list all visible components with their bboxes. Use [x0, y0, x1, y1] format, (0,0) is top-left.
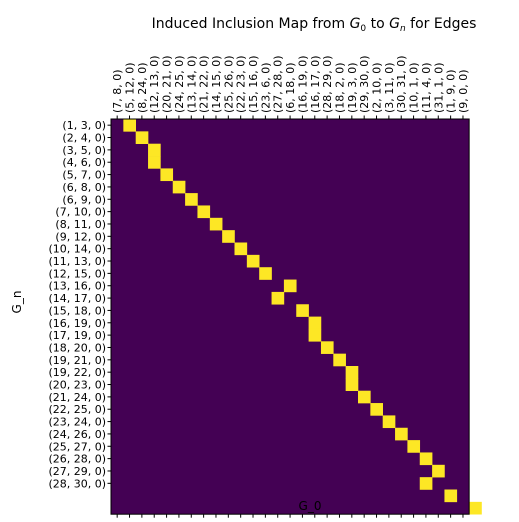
x-tick-label: (10, 1, 0)	[408, 62, 421, 113]
y-tick-label: (13, 16, 0)	[48, 280, 106, 293]
heatmap-cell	[382, 415, 396, 429]
x-tick-label: (20, 21, 0)	[161, 55, 174, 113]
heatmap-cell	[185, 193, 198, 206]
heatmap-cell	[234, 242, 248, 256]
y-tick-label: (6, 8, 0)	[62, 181, 106, 194]
y-tick-label: (17, 19, 0)	[48, 329, 106, 342]
heatmap-cell	[148, 156, 161, 169]
heatmap-cell	[308, 316, 322, 330]
y-tick-label: (1, 3, 0)	[62, 119, 106, 132]
heatmap-cell	[135, 131, 149, 144]
x-tick-label: (12, 13, 0)	[148, 55, 161, 113]
heatmap-cell	[222, 230, 235, 243]
y-tick-label: (2, 4, 0)	[62, 132, 106, 145]
y-tick-label: (15, 18, 0)	[48, 304, 106, 317]
y-tick-label: (18, 20, 0)	[48, 341, 106, 354]
heatmap-cell	[419, 452, 433, 466]
heatmap-cell	[283, 279, 297, 293]
heatmap-cell	[333, 353, 346, 367]
y-tick-label: (3, 5, 0)	[62, 144, 106, 157]
x-tick-label: (21, 22, 0)	[198, 55, 211, 113]
heatmap-cell	[395, 427, 408, 441]
x-ticks: (7, 8, 0) (5, 12, 0) (8, 24, 0) (12, 13, 0)…	[111, 55, 470, 518]
x-tick-label: (23, 6, 0)	[259, 62, 272, 113]
y-tick-label: (12, 15, 0)	[48, 267, 106, 280]
heatmap-cell	[358, 390, 371, 404]
heatmap-cell	[172, 180, 186, 194]
x-tick-label: (3, 11, 0)	[383, 62, 396, 113]
x-tick-label: (16, 17, 0)	[309, 55, 322, 113]
heatmap-cell	[345, 378, 359, 391]
x-tick-label: (5, 12, 0)	[124, 62, 137, 113]
heatmap-cell	[246, 254, 260, 268]
y-tick-label: (10, 14, 0)	[48, 243, 106, 256]
y-tick-label: (11, 13, 0)	[48, 255, 106, 268]
heatmap-cell	[469, 501, 482, 515]
heatmap-cell	[345, 366, 359, 379]
x-tick-label: (27, 28, 0)	[272, 55, 285, 113]
heatmap-cell	[407, 440, 421, 453]
y-tick-label: (22, 25, 0)	[48, 403, 106, 416]
y-tick-label: (14, 17, 0)	[48, 292, 106, 305]
y-tick-label: (8, 11, 0)	[55, 218, 106, 231]
x-tick-label: (8, 24, 0)	[136, 62, 149, 113]
heatmap-cell	[296, 304, 309, 317]
x-tick-label: (29, 30, 0)	[358, 55, 371, 113]
heatmap-cell	[419, 477, 433, 490]
x-tick-label: (7, 8, 0)	[111, 69, 124, 113]
heatmap-cell	[320, 341, 334, 354]
y-axis-label: G_n	[10, 291, 24, 314]
y-tick-label: (9, 12, 0)	[55, 230, 106, 243]
x-tick-label: (9, 0, 0)	[457, 69, 470, 113]
x-tick-label: (19, 3, 0)	[346, 62, 359, 113]
x-tick-label: (13, 14, 0)	[185, 55, 198, 113]
chart-title: Induced Inclusion Map from G0 to Gn for …	[152, 16, 477, 34]
x-tick-label: (31, 1, 0)	[432, 62, 445, 113]
y-tick-label: (28, 30, 0)	[48, 477, 106, 490]
x-tick-label: (16, 19, 0)	[296, 55, 309, 113]
heatmap-cell	[308, 328, 322, 342]
y-tick-label: (16, 19, 0)	[48, 317, 106, 330]
x-tick-label: (2, 10, 0)	[371, 62, 384, 113]
x-tick-label: (15, 16, 0)	[247, 55, 260, 113]
y-tick-label: (7, 10, 0)	[55, 206, 106, 219]
y-tick-label: (4, 6, 0)	[62, 156, 106, 169]
x-tick-label: (25, 26, 0)	[222, 55, 235, 113]
x-tick-label: (30, 31, 0)	[395, 55, 408, 113]
y-tick-label: (6, 9, 0)	[62, 193, 106, 206]
y-tick-label: (21, 24, 0)	[48, 391, 106, 404]
x-tick-label: (6, 18, 0)	[284, 62, 297, 113]
y-tick-label: (27, 29, 0)	[48, 465, 106, 478]
y-tick-label: (20, 23, 0)	[48, 379, 106, 392]
y-tick-label: (23, 24, 0)	[48, 416, 106, 429]
x-tick-label: (14, 15, 0)	[210, 55, 223, 113]
heatmap-cell	[197, 205, 211, 219]
heatmap-cell	[432, 464, 445, 478]
y-tick-label: (5, 7, 0)	[62, 169, 106, 182]
y-tick-label: (19, 21, 0)	[48, 354, 106, 367]
heatmap-cell	[209, 217, 223, 231]
x-tick-label: (24, 25, 0)	[173, 55, 186, 113]
x-tick-label: (18, 2, 0)	[333, 62, 346, 113]
heatmap-cell	[271, 291, 285, 305]
heatmap-cell	[148, 143, 161, 157]
heatmap-cell	[160, 168, 174, 182]
heatmap-cells	[111, 119, 482, 515]
y-tick-label: (26, 28, 0)	[48, 453, 106, 466]
y-tick-label: (24, 26, 0)	[48, 428, 106, 441]
heatmap-cell	[259, 267, 272, 280]
x-axis-label: G_0	[299, 499, 322, 513]
heatmap-cell	[370, 403, 383, 416]
x-tick-label: (1, 9, 0)	[445, 69, 458, 113]
x-tick-label: (28, 29, 0)	[321, 55, 334, 113]
heatmap-cell	[444, 489, 458, 503]
y-ticks: (1, 3, 0)(2, 4, 0)(3, 5, 0)(4, 6, 0)(5, …	[48, 119, 111, 490]
x-tick-label: (11, 4, 0)	[420, 62, 433, 113]
y-tick-label: (19, 22, 0)	[48, 366, 106, 379]
y-tick-label: (25, 27, 0)	[48, 440, 106, 453]
x-tick-label: (22, 23, 0)	[235, 55, 248, 113]
heatmap-cell	[123, 119, 136, 132]
